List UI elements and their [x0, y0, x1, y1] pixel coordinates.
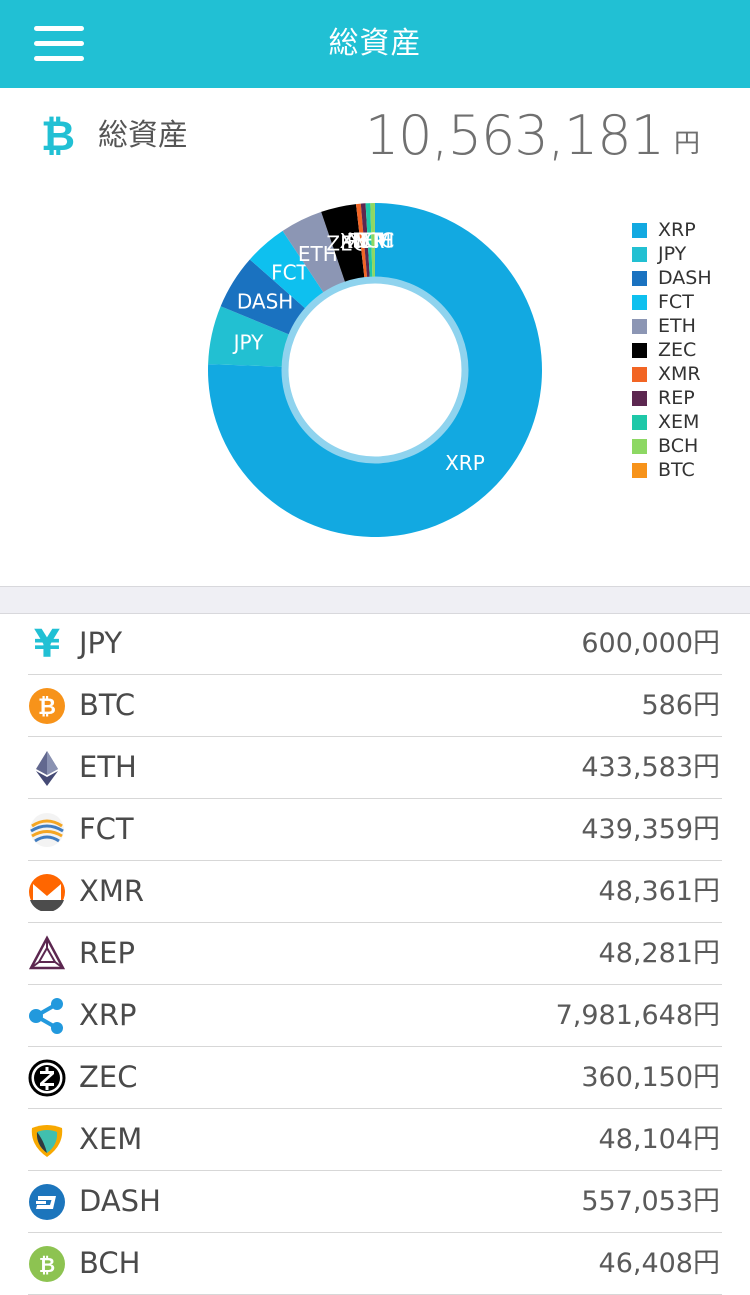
app-header: 総資産 — [0, 0, 750, 88]
asset-value: 557,053円 — [581, 1171, 720, 1232]
legend-item-rep: REP — [632, 386, 712, 410]
donut-label-btc: BTC — [356, 229, 395, 253]
legend-item-eth: ETH — [632, 314, 712, 338]
donut-label-jpy: JPY — [232, 331, 265, 355]
dash-icon — [28, 1183, 66, 1221]
total-assets-unit: 円 — [674, 126, 700, 162]
donut-label-dash: DASH — [237, 289, 293, 313]
augur-icon — [28, 935, 66, 973]
bitcoin-coin-icon: ₿ — [28, 687, 66, 725]
yen-icon: ¥ — [28, 625, 66, 663]
legend-label: FCT — [658, 291, 694, 313]
legend-item-fct: FCT — [632, 290, 712, 314]
legend-label: BTC — [658, 459, 695, 481]
asset-value: 360,150円 — [581, 1047, 720, 1108]
asset-name: ETH — [79, 737, 137, 798]
legend-label: DASH — [658, 267, 712, 289]
asset-value: 439,359円 — [581, 799, 720, 860]
legend-swatch — [632, 343, 647, 358]
ethereum-icon — [28, 749, 66, 787]
asset-name: BTC — [79, 675, 135, 736]
legend-label: ZEC — [658, 339, 696, 361]
legend-label: REP — [658, 387, 695, 409]
ripple-icon — [28, 997, 66, 1035]
bitcoin-icon: ₿ — [38, 112, 78, 160]
donut-label-xrp: XRP — [445, 451, 485, 475]
legend-swatch — [632, 463, 647, 478]
asset-row-bch[interactable]: ₿ BCH 46,408円 — [28, 1233, 722, 1295]
asset-name: XEM — [79, 1109, 142, 1170]
legend-item-btc: BTC — [632, 458, 712, 482]
asset-row-btc[interactable]: ₿ BTC 586円 — [28, 675, 722, 737]
legend-swatch — [632, 271, 647, 286]
legend-label: ETH — [658, 315, 696, 337]
legend-item-dash: DASH — [632, 266, 712, 290]
asset-value: 48,361円 — [599, 861, 720, 922]
asset-name: REP — [79, 923, 135, 984]
nem-icon — [28, 1121, 66, 1159]
asset-row-xem[interactable]: XEM 48,104円 — [28, 1109, 722, 1171]
legend-swatch — [632, 295, 647, 310]
section-separator — [0, 586, 750, 614]
legend-swatch — [632, 439, 647, 454]
legend-label: XMR — [658, 363, 701, 385]
asset-value: 46,408円 — [599, 1233, 720, 1294]
asset-row-eth[interactable]: ETH 433,583円 — [28, 737, 722, 799]
monero-icon — [28, 873, 66, 911]
legend-item-xrp: XRP — [632, 218, 712, 242]
asset-list: ¥ JPY 600,000円 ₿ BTC 586円 ETH 433,583円 FCT 439,35… — [0, 613, 750, 1295]
legend-item-bch: BCH — [632, 434, 712, 458]
legend-item-xmr: XMR — [632, 362, 712, 386]
legend-swatch — [632, 319, 647, 334]
legend-swatch — [632, 367, 647, 382]
asset-value: 48,104円 — [599, 1109, 720, 1170]
asset-row-xmr[interactable]: XMR 48,361円 — [28, 861, 722, 923]
svg-text:₿: ₿ — [39, 1253, 55, 1277]
legend-label: XEM — [658, 411, 699, 433]
asset-row-jpy[interactable]: ¥ JPY 600,000円 — [28, 613, 722, 675]
asset-value: 586円 — [641, 675, 720, 736]
legend-label: JPY — [658, 243, 686, 265]
legend-label: XRP — [658, 219, 696, 241]
legend-item-zec: ZEC — [632, 338, 712, 362]
asset-row-fct[interactable]: FCT 439,359円 — [28, 799, 722, 861]
asset-value: 600,000円 — [581, 613, 720, 674]
asset-value: 7,981,648円 — [556, 985, 720, 1046]
legend-swatch — [632, 247, 647, 262]
asset-name: XRP — [79, 985, 137, 1046]
bitcoin-cash-icon: ₿ — [28, 1245, 66, 1283]
asset-row-zec[interactable]: ZEC 360,150円 — [28, 1047, 722, 1109]
total-assets-amount: 10,563,181 — [365, 104, 664, 168]
factom-icon — [28, 811, 66, 849]
asset-name: DASH — [79, 1171, 161, 1232]
asset-row-dash[interactable]: DASH 557,053円 — [28, 1171, 722, 1233]
asset-name: BCH — [79, 1233, 140, 1294]
total-assets-label: 総資産 — [98, 114, 188, 158]
svg-text:₿: ₿ — [38, 695, 56, 720]
asset-name: JPY — [79, 613, 122, 674]
asset-row-rep[interactable]: REP 48,281円 — [28, 923, 722, 985]
zcash-icon — [28, 1059, 66, 1097]
asset-value: 48,281円 — [599, 923, 720, 984]
legend-swatch — [632, 223, 647, 238]
page-title: 総資産 — [0, 0, 750, 88]
asset-row-xrp[interactable]: XRP 7,981,648円 — [28, 985, 722, 1047]
legend-item-xem: XEM — [632, 410, 712, 434]
donut-inner-ring — [285, 280, 465, 460]
svg-text:¥: ¥ — [34, 625, 60, 663]
asset-name: ZEC — [79, 1047, 137, 1108]
legend-label: BCH — [658, 435, 698, 457]
asset-name: XMR — [79, 861, 144, 922]
asset-name: FCT — [79, 799, 134, 860]
legend-item-jpy: JPY — [632, 242, 712, 266]
asset-value: 433,583円 — [581, 737, 720, 798]
legend-swatch — [632, 391, 647, 406]
legend-swatch — [632, 415, 647, 430]
